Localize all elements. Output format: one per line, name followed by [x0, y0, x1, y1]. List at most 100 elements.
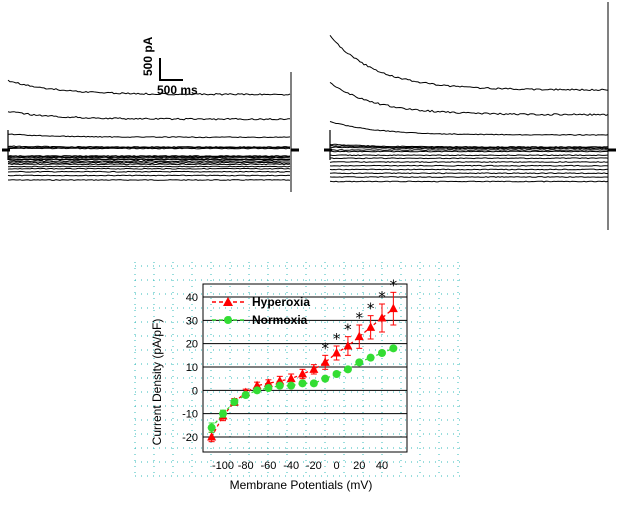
current-trace: [7, 111, 291, 121]
current-trace: [329, 180, 609, 183]
current-trace: [7, 167, 291, 170]
current-trace: [7, 158, 291, 160]
x-tick-label: -100: [212, 460, 234, 472]
current-trace: [329, 161, 609, 163]
current-trace: [7, 174, 291, 177]
current-trace: [329, 149, 609, 151]
current-trace: [329, 157, 609, 160]
data-point: [286, 373, 296, 383]
significance-star: *: [333, 330, 341, 348]
scale-bar-time-label: 500 ms: [157, 83, 198, 97]
significance-star: *: [390, 276, 398, 294]
current-trace: [8, 156, 291, 159]
data-point: [332, 348, 342, 357]
scale-bar: 500 pA 500 ms: [141, 36, 198, 97]
data-point: [378, 349, 386, 357]
current-trace: [7, 155, 291, 157]
series-line: [211, 347, 394, 429]
data-point: [366, 353, 375, 362]
x-tick-label: 40: [376, 460, 388, 472]
y-tick-label: 20: [186, 339, 198, 351]
data-point: [343, 341, 353, 350]
data-point: [355, 358, 364, 367]
legend-normoxia-label: Normoxia: [252, 313, 308, 327]
current-trace: [7, 133, 291, 139]
significance-star: *: [321, 339, 329, 357]
y-tick-label: -10: [182, 409, 198, 421]
series-normoxia: [207, 344, 398, 433]
current-trace: [7, 79, 291, 96]
current-trace: [7, 161, 291, 164]
current-trace: [329, 146, 609, 150]
significance-star: *: [356, 309, 364, 327]
current-trace: [329, 172, 608, 175]
normoxia-trace-panel: [324, 2, 616, 230]
data-point: [354, 331, 364, 341]
data-point: [320, 357, 330, 366]
plot-area: [202, 283, 408, 453]
current-trace: [7, 155, 291, 158]
y-tick-label: 40: [186, 292, 198, 304]
data-point: [264, 384, 273, 392]
y-tick-label: -20: [182, 432, 198, 444]
y-tick-label: 30: [186, 315, 198, 327]
current-trace: [329, 168, 609, 171]
y-tick-label: 0: [192, 385, 198, 397]
chart-grid: [134, 262, 460, 478]
current-trace: [8, 163, 291, 166]
current-trace: [329, 121, 609, 136]
current-trace: [329, 154, 609, 157]
x-tick-label: -40: [283, 460, 299, 472]
data-point: [377, 313, 387, 322]
current-trace: [329, 143, 609, 148]
data-point: [287, 381, 296, 390]
x-tick-label: -60: [260, 460, 276, 472]
current-trace: [329, 81, 609, 116]
y-tick-label: 10: [186, 362, 198, 374]
current-trace: [7, 145, 290, 148]
current-trace: [329, 164, 609, 167]
data-point: [321, 374, 330, 383]
legend-hyperoxia-label: Hyperoxia: [252, 295, 310, 309]
current-trace: [7, 165, 291, 168]
series-layer: [207, 291, 398, 443]
data-point: [389, 344, 398, 353]
data-point: [309, 364, 319, 373]
current-trace: [329, 34, 609, 92]
data-point: [253, 386, 262, 395]
x-axis-label: Membrane Potentials (mV): [230, 478, 373, 492]
x-tick-label: -80: [238, 460, 254, 472]
data-point: [207, 423, 216, 432]
current-trace: [8, 179, 291, 181]
x-tick-label: -20: [306, 460, 322, 472]
legend-hyperoxia-marker: [223, 297, 233, 306]
data-point: [275, 381, 284, 390]
data-point: [219, 409, 227, 418]
legend: Hyperoxia Normoxia: [212, 295, 310, 327]
data-point: [241, 391, 250, 399]
y-axis-label: Current Density (pA/pF): [150, 319, 164, 446]
significance-markers: *******: [321, 276, 397, 357]
data-point: [388, 303, 398, 313]
data-point: [298, 369, 307, 378]
scale-bar-current-label: 500 pA: [141, 36, 155, 76]
significance-star: *: [378, 288, 386, 306]
data-point: [298, 379, 307, 388]
data-point: [343, 365, 352, 374]
x-tick-label: 20: [353, 460, 365, 472]
x-tick-label: 0: [334, 460, 340, 472]
significance-star: *: [344, 321, 352, 339]
current-trace: [7, 170, 291, 173]
legend-normoxia-marker: [224, 316, 232, 324]
data-point: [309, 379, 318, 388]
x-axis-ticks: -100 -80 -60 -40 -20 0 20 40: [212, 460, 388, 472]
data-point: [366, 322, 376, 331]
data-point: [332, 370, 341, 378]
significance-star: *: [367, 300, 375, 318]
current-trace: [329, 150, 608, 153]
data-point: [207, 432, 217, 441]
current-trace: [329, 176, 609, 178]
data-point: [230, 398, 239, 406]
